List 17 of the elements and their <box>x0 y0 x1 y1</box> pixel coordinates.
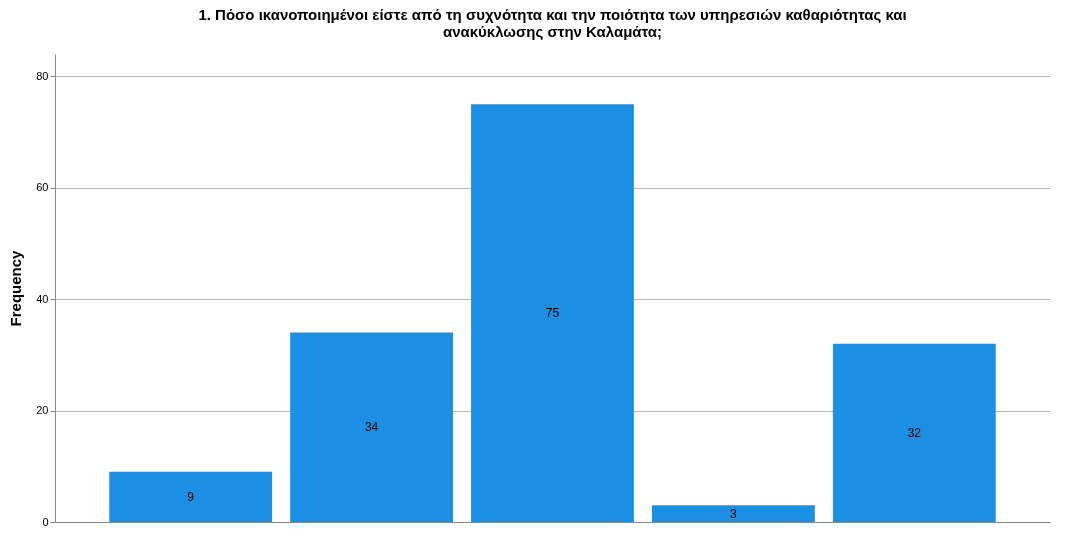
data-label: 9 <box>187 489 195 504</box>
bar <box>652 505 815 522</box>
y-tick-label: 0 <box>42 515 49 528</box>
data-label: 34 <box>364 420 379 435</box>
bar <box>290 332 453 522</box>
y-tick-label: 60 <box>36 181 49 194</box>
y-tick-label: 80 <box>36 69 49 82</box>
bar <box>109 471 273 522</box>
chart-title: 1. Πόσο ικανοποιημένοι είστε από τη συχνότητα και την ποιότητα των υπηρεσιών καθαριότητας και ανακύκλωσης στην Καλαμάτα; <box>198 6 907 40</box>
y-tick-label: 40 <box>36 292 49 305</box>
data-label: 3 <box>730 506 738 521</box>
data-label: 32 <box>907 425 922 440</box>
bar <box>471 104 634 522</box>
bar <box>832 343 996 522</box>
y-tick-label: 20 <box>36 404 49 417</box>
y-axis-title: Frequency <box>7 249 25 327</box>
data-label: 75 <box>545 306 560 321</box>
